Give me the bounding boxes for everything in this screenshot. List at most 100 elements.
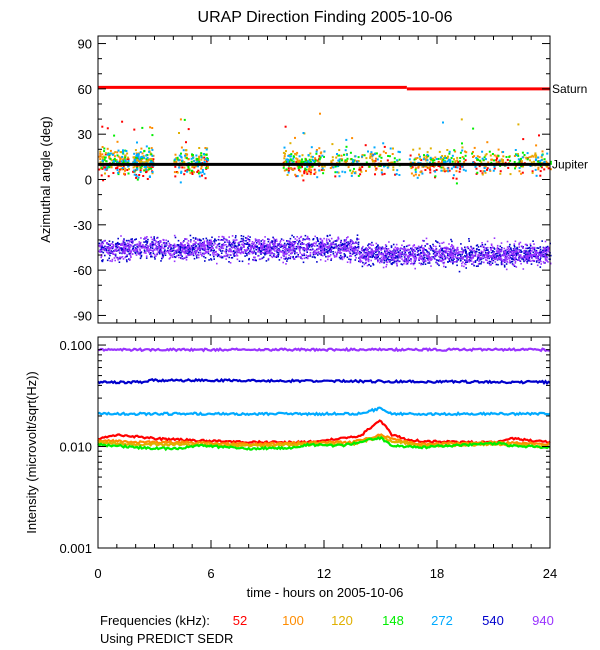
data-point — [444, 155, 447, 158]
data-point — [101, 244, 104, 247]
data-point — [175, 252, 178, 254]
data-point — [436, 263, 439, 265]
data-point — [422, 260, 424, 263]
data-point — [515, 248, 517, 250]
data-point — [451, 244, 453, 246]
data-point — [464, 259, 466, 261]
data-point — [314, 249, 316, 252]
data-point — [290, 244, 293, 247]
data-point — [439, 249, 441, 251]
data-point — [423, 156, 426, 159]
data-point — [250, 242, 253, 245]
data-point — [504, 253, 506, 256]
data-point — [363, 154, 366, 157]
data-point — [316, 237, 318, 239]
data-point — [137, 253, 140, 255]
data-point — [452, 252, 454, 255]
data-point — [126, 169, 129, 171]
data-point — [475, 250, 478, 253]
data-point — [436, 262, 438, 264]
data-point — [313, 245, 316, 247]
data-point — [521, 245, 523, 248]
data-point — [512, 256, 515, 258]
data-point — [196, 249, 198, 252]
data-point — [423, 256, 426, 259]
data-point — [271, 240, 273, 242]
data-point — [427, 259, 429, 262]
data-point — [349, 261, 352, 264]
data-point — [264, 253, 266, 256]
data-point — [336, 171, 339, 174]
data-point — [376, 245, 378, 248]
data-point — [150, 246, 152, 249]
data-point — [204, 244, 207, 246]
data-point — [534, 251, 537, 253]
data-point — [273, 248, 275, 251]
data-point — [279, 241, 281, 243]
data-point — [482, 159, 485, 162]
data-point — [102, 242, 104, 245]
data-point — [279, 250, 282, 253]
data-point — [542, 261, 545, 263]
data-point — [398, 174, 401, 176]
data-point — [126, 254, 128, 256]
data-point — [417, 254, 419, 256]
data-point — [209, 247, 212, 250]
data-point — [482, 251, 484, 253]
data-point — [160, 249, 163, 252]
data-point — [198, 254, 200, 256]
data-point — [222, 247, 225, 250]
data-point — [399, 247, 402, 249]
data-point — [176, 249, 178, 251]
data-point — [413, 161, 416, 164]
data-point — [528, 250, 531, 253]
data-point — [444, 256, 447, 258]
data-point — [377, 245, 379, 247]
data-point — [183, 166, 186, 169]
x-tick-label: 0 — [94, 566, 101, 581]
data-point — [270, 252, 273, 255]
data-point — [417, 161, 420, 164]
data-point — [413, 158, 416, 161]
data-point — [454, 256, 456, 258]
data-point — [441, 247, 443, 250]
data-point — [389, 254, 392, 257]
data-point — [427, 262, 429, 264]
data-point — [128, 241, 131, 243]
data-point — [513, 248, 515, 250]
data-point — [354, 251, 357, 254]
data-point — [179, 246, 181, 249]
data-point — [246, 242, 249, 244]
data-point — [298, 247, 300, 250]
data-point — [219, 239, 222, 241]
data-point — [451, 240, 453, 243]
data-point — [257, 249, 260, 252]
data-point — [495, 263, 498, 266]
data-point — [108, 243, 110, 246]
data-point — [111, 247, 114, 250]
data-point — [491, 257, 493, 259]
data-point — [113, 250, 116, 253]
data-point — [349, 169, 352, 172]
data-point — [274, 241, 276, 243]
data-point — [298, 165, 301, 168]
data-point — [213, 240, 215, 242]
data-point — [514, 240, 517, 243]
data-point — [323, 165, 326, 168]
data-point — [151, 148, 154, 151]
data-point — [195, 241, 197, 243]
data-point — [484, 251, 487, 254]
data-point — [183, 252, 186, 254]
data-point — [491, 262, 494, 264]
data-point — [468, 240, 470, 242]
data-point — [410, 172, 413, 175]
data-point — [392, 259, 395, 262]
data-point — [543, 262, 545, 264]
source-note: Using PREDICT SEDR — [100, 631, 233, 646]
data-point — [99, 245, 101, 248]
data-point — [508, 155, 511, 158]
data-point — [509, 260, 511, 262]
data-point — [176, 156, 179, 159]
data-point — [371, 158, 374, 161]
data-point — [206, 160, 208, 163]
